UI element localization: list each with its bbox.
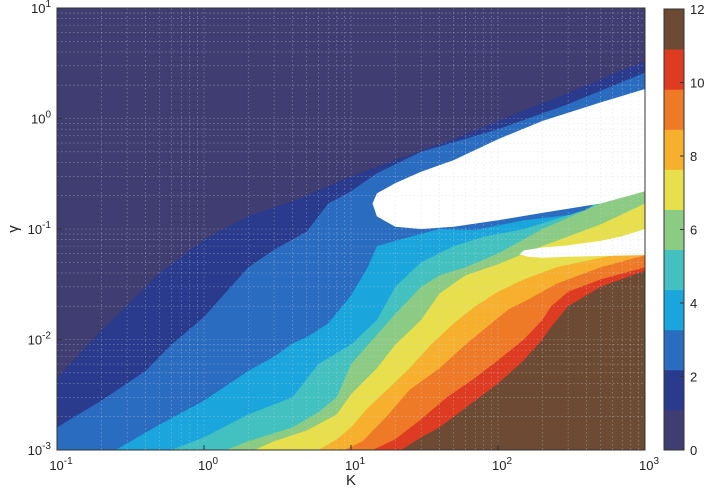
x-tick-label: 10-1	[49, 456, 73, 473]
y-tick-label: 10-2	[28, 331, 52, 348]
colorbar-segment	[664, 129, 684, 170]
colorbar-tick-label: 4	[690, 296, 697, 311]
x-tick-label: 102	[492, 456, 512, 473]
colorbar-segment	[664, 289, 684, 331]
colorbar-ticks: 0 2 4 6 8 10 12	[680, 2, 704, 458]
colorbar-segment	[664, 409, 684, 451]
colorbar-segment	[664, 49, 684, 90]
y-tick-label: 10-3	[28, 441, 52, 458]
colorbar-tick-label: 10	[690, 76, 704, 91]
x-axis-label: K	[346, 472, 356, 489]
colorbar-segment	[664, 9, 684, 50]
x-tick-label: 101	[345, 456, 365, 473]
y-tick-label: 10-1	[28, 220, 52, 237]
colorbar-segment	[664, 89, 684, 130]
colorbar-tick-label: 0	[690, 443, 697, 458]
colorbar-tick-label: 6	[690, 223, 697, 238]
blank-regions	[372, 89, 645, 258]
y-tick-label: 101	[31, 0, 51, 16]
colorbar-tick-label: 2	[690, 370, 697, 385]
x-tick-label: 100	[198, 456, 218, 473]
x-tick-label: 103	[639, 456, 659, 473]
y-axis-label: γ	[5, 225, 22, 233]
colorbar-tick-label: 8	[690, 149, 697, 164]
colorbar-segment	[664, 329, 684, 371]
y-tick-label: 100	[31, 110, 51, 127]
x-axis-ticks: 10-1 100 101 102 103	[49, 445, 659, 473]
colorbar-segment	[664, 209, 684, 251]
blank-region-upper	[372, 89, 645, 229]
colorbar-segment	[664, 369, 684, 411]
colorbar-segment	[664, 169, 684, 210]
level-10-region	[401, 270, 645, 450]
colorbar-tick-label: 12	[690, 2, 704, 17]
grid-lines	[57, 8, 645, 450]
colorbar	[663, 8, 685, 451]
colorbar-segment	[664, 249, 684, 291]
y-axis-ticks: 10-3 10-2 10-1 100 101	[28, 0, 62, 458]
blank-region-lower	[519, 229, 645, 258]
